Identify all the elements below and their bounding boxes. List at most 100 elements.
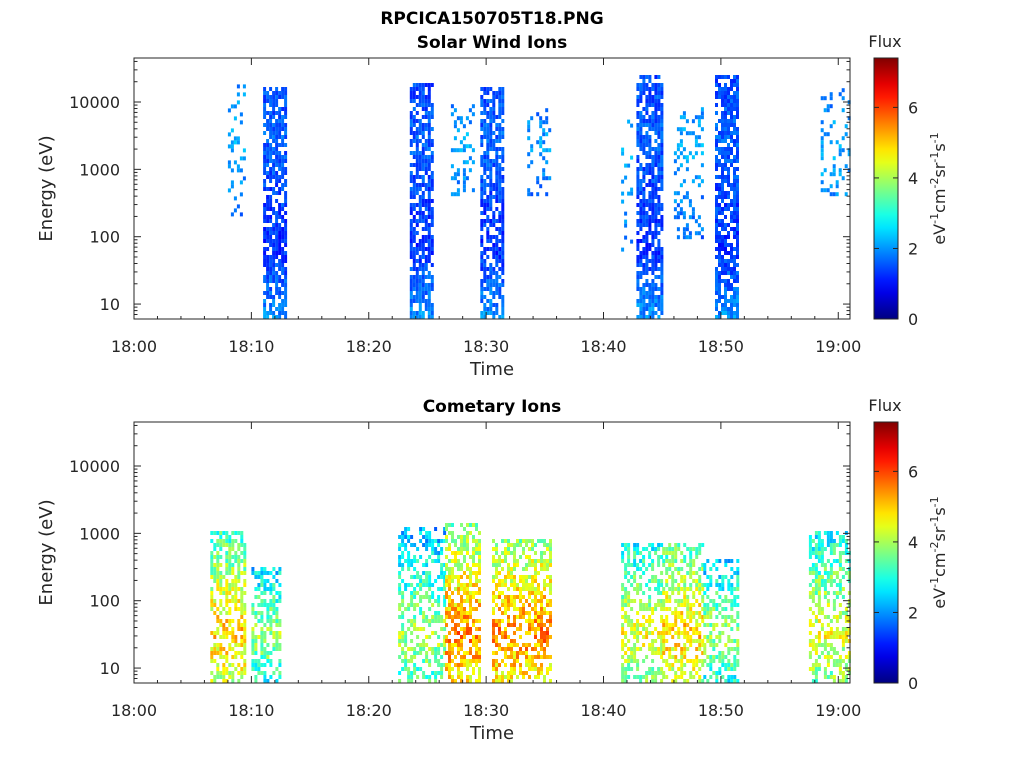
spectrogram-cell	[263, 207, 267, 211]
spectrogram-cell	[272, 231, 276, 235]
spectrogram-cell	[642, 143, 646, 147]
spectrogram-cell	[820, 611, 824, 615]
spectrogram-cell	[272, 631, 276, 635]
spectrogram-cell	[639, 227, 643, 231]
spectrogram-cell	[225, 595, 229, 599]
spectrogram-cell	[498, 183, 502, 187]
spectrogram-cell	[645, 603, 649, 607]
spectrogram-cell	[546, 599, 549, 603]
spectrogram-cell	[501, 95, 505, 99]
spectrogram-cell	[263, 111, 267, 115]
spectrogram-cell	[240, 635, 244, 639]
spectrogram-cell	[445, 663, 448, 667]
spectrogram-cell	[225, 587, 229, 591]
spectrogram-cell	[679, 115, 683, 120]
spectrogram-cell	[660, 179, 664, 183]
spectrogram-cell	[284, 315, 288, 319]
spectrogram-cell	[272, 311, 276, 315]
spectrogram-cell	[428, 579, 432, 583]
spectrogram-cell	[413, 543, 417, 547]
spectrogram-cell	[724, 151, 727, 155]
spectrogram-cell	[733, 271, 736, 275]
spectrogram-cell	[665, 663, 669, 667]
spectrogram-cell	[733, 675, 737, 679]
spectrogram-cell	[413, 615, 417, 619]
spectrogram-cell	[676, 143, 680, 148]
spectrogram-cell	[736, 235, 739, 239]
spectrogram-cell	[424, 183, 428, 187]
spectrogram-cell	[234, 635, 238, 639]
spectrogram-cell	[266, 119, 270, 123]
spectrogram-cell	[448, 631, 451, 635]
spectrogram-cell	[730, 203, 733, 207]
spectrogram-cell	[454, 539, 457, 543]
spectrogram-cell	[721, 191, 724, 195]
spectrogram-cell	[468, 120, 472, 125]
spectrogram-cell	[454, 679, 457, 683]
spectrogram-cell	[832, 547, 836, 551]
spectrogram-cell	[685, 119, 689, 124]
spectrogram-cell	[651, 235, 655, 239]
spectrogram-cell	[841, 551, 845, 555]
spectrogram-cell	[654, 263, 658, 267]
spectrogram-cell	[469, 579, 472, 583]
spectrogram-cell	[665, 567, 669, 571]
spectrogram-cell	[624, 635, 628, 639]
spectrogram-cell	[421, 311, 425, 315]
spectrogram-cell	[733, 175, 736, 179]
spectrogram-cell	[648, 75, 652, 79]
spectrogram-cell	[648, 615, 652, 619]
spectrogram-cell	[639, 183, 643, 187]
spectrogram-cell	[263, 587, 267, 591]
spectrogram-cell	[501, 675, 504, 679]
spectrogram-cell	[642, 315, 646, 319]
spectrogram-cell	[216, 571, 220, 575]
spectrogram-cell	[272, 167, 276, 171]
spectrogram-cell	[817, 635, 821, 639]
spectrogram-cell	[679, 131, 683, 136]
spectrogram-cell	[648, 127, 652, 131]
spectrogram-cell	[543, 583, 546, 587]
spectrogram-cell	[498, 147, 502, 151]
spectrogram-cell	[721, 655, 725, 659]
spectrogram-cell	[240, 615, 244, 619]
spectrogram-cell	[657, 295, 661, 299]
spectrogram-cell	[736, 111, 739, 115]
spectrogram-cell	[832, 647, 836, 651]
spectrogram-cell	[222, 623, 226, 627]
spectrogram-cell	[668, 567, 672, 571]
spectrogram-cell	[266, 111, 270, 115]
spectrogram-cell	[665, 591, 669, 595]
spectrogram-cell	[275, 235, 279, 239]
spectrogram-cell	[654, 203, 658, 207]
spectrogram-cell	[546, 667, 549, 671]
spectrogram-cell	[715, 155, 718, 159]
spectrogram-cell	[519, 591, 522, 595]
spectrogram-cell	[814, 535, 818, 539]
spectrogram-cell	[427, 127, 431, 131]
spectrogram-cell	[531, 591, 534, 595]
spectrogram-cell	[630, 607, 634, 611]
spectrogram-cell	[639, 91, 643, 95]
spectrogram-cell	[425, 571, 429, 575]
spectrogram-cell	[621, 603, 625, 607]
spectrogram-cell	[639, 203, 643, 207]
spectrogram-cell	[727, 159, 730, 163]
spectrogram-cell	[808, 547, 812, 551]
spectrogram-cell	[682, 211, 686, 216]
spectrogram-cell	[703, 583, 707, 587]
spectrogram-cell	[814, 579, 818, 583]
spectrogram-cell	[621, 555, 625, 559]
spectrogram-cell	[457, 559, 460, 563]
spectrogram-cell	[478, 563, 481, 567]
spectrogram-cell	[418, 91, 422, 95]
spectrogram-cell	[415, 131, 419, 135]
spectrogram-cell	[430, 287, 434, 291]
spectrogram-cell	[401, 611, 405, 615]
spectrogram-cell	[715, 123, 718, 127]
spectrogram-cell	[425, 591, 429, 595]
spectrogram-cell	[278, 591, 282, 595]
spectrogram-cell	[522, 539, 525, 543]
spectrogram-cell	[428, 623, 432, 627]
spectrogram-cell	[427, 111, 431, 115]
